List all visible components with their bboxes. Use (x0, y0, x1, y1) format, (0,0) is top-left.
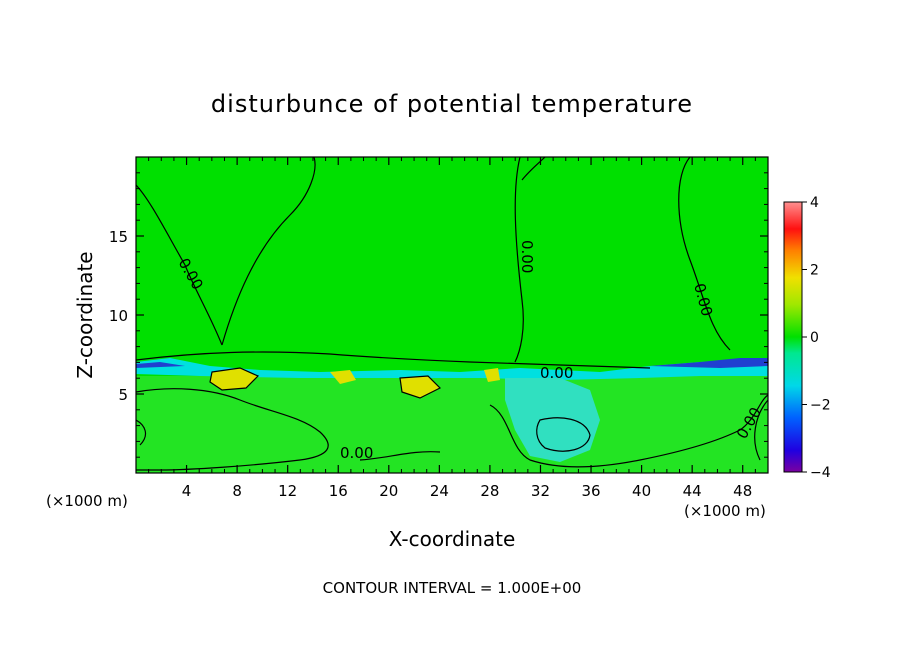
y-tick-label: 5 (118, 386, 128, 404)
colorbar-tick-label: −2 (810, 398, 831, 414)
contour-label: 0.00 (540, 364, 573, 382)
strong-negative-fringe (136, 358, 768, 368)
negative-anomaly-band (136, 358, 768, 380)
x-tick-label: 4 (182, 482, 192, 500)
x-axis: 4 8 12 16 20 24 28 32 36 40 44 48 (148, 157, 756, 500)
colorbar-ticks: −4 −2 0 2 4 (802, 195, 831, 481)
x-tick-label: 48 (733, 482, 752, 500)
colorbar (783, 201, 803, 473)
y-axis-label: Z-coordinate (73, 251, 97, 378)
x-unit-left: (×1000 m) (46, 492, 128, 510)
contour-label-group: 0.00 0.00 0.00 0.00 0.00 0.00 (175, 240, 766, 462)
contour-lines (136, 157, 768, 471)
x-tick-label: 28 (480, 482, 499, 500)
colorbar-tick-label: −4 (810, 465, 831, 481)
y-axis: 5 10 15 (109, 172, 768, 458)
colorbar-tick-label: 4 (810, 195, 819, 211)
contour-interval-note: CONTOUR INTERVAL = 1.000E+00 (323, 579, 582, 597)
x-tick-label: 36 (581, 482, 600, 500)
x-tick-label: 40 (632, 482, 651, 500)
x-tick-label: 12 (278, 482, 297, 500)
x-tick-label: 16 (329, 482, 348, 500)
y-tick-label: 10 (109, 307, 128, 325)
chart-title: disturbunce of potential temperature (211, 90, 693, 118)
heatmap-field: 0.00 0.00 0.00 0.00 0.00 0.00 (136, 157, 768, 473)
colorbar-tick-label: 2 (810, 263, 819, 279)
x-unit-right: (×1000 m) (684, 502, 766, 520)
x-axis-label: X-coordinate (389, 527, 516, 551)
x-tick-label: 32 (531, 482, 550, 500)
y-tick-label: 15 (109, 228, 128, 246)
x-tick-label: 20 (379, 482, 398, 500)
positive-anomaly-patch (330, 370, 356, 384)
contour-label: 0.00 (518, 240, 536, 273)
positive-anomaly-patch (484, 368, 500, 382)
x-tick-label: 44 (683, 482, 702, 500)
positive-anomaly-patch (210, 368, 258, 390)
x-tick-label: 24 (430, 482, 449, 500)
field-lower-layer (136, 376, 768, 473)
colorbar-tick-label: 0 (810, 330, 819, 346)
contour-label: 0.00 (340, 444, 373, 462)
negative-anomaly-region (505, 378, 600, 462)
x-tick-label: 8 (232, 482, 242, 500)
